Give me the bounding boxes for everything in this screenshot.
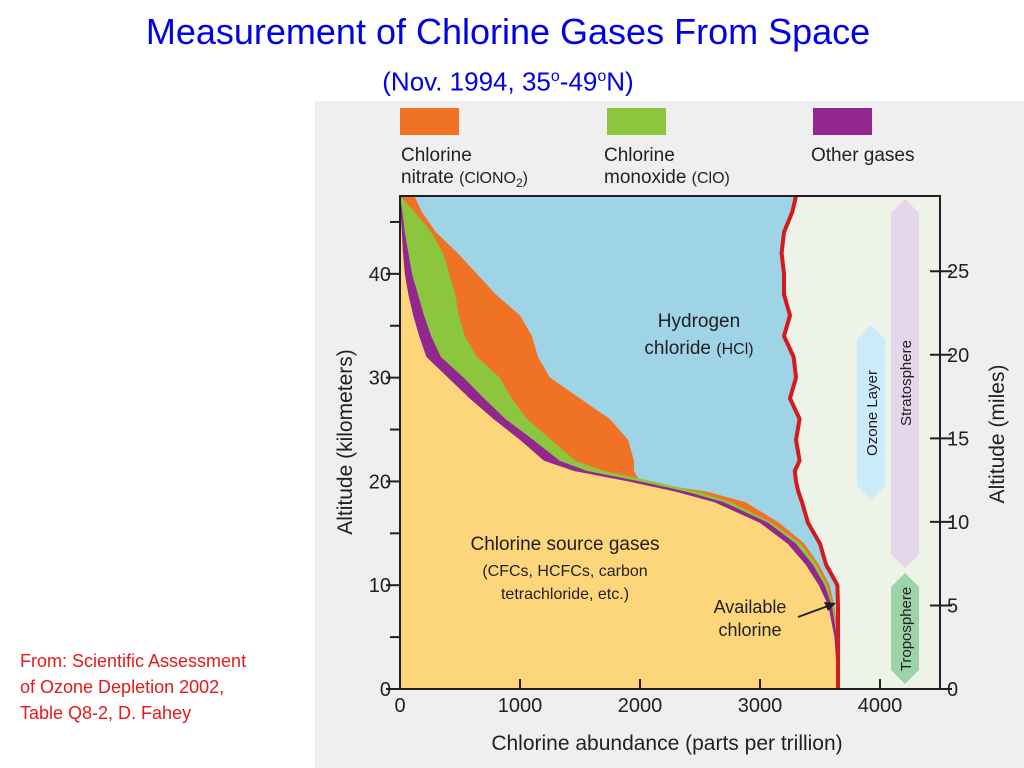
atmosphere-regions: Ozone Layer Stratosphere Troposphere [857,199,919,684]
stratosphere-label: Stratosphere [898,340,915,426]
x-tick-label: 0 [394,695,405,717]
hcl-label-word: chloride [644,338,711,359]
y-tick-label: 0 [380,679,391,701]
legend-label-chlorine-monoxide-line2: monoxide (ClO) [604,167,730,188]
legend-formula-clono2: (ClONO [459,170,516,187]
y2-tick-label: 15 [947,428,969,450]
subtitle-mid: -49 [559,66,598,97]
y2-tick-label: 0 [947,679,958,701]
available-chlorine-line [779,195,840,689]
area-chlorine-source-gases [400,196,838,689]
y2-tick-label: 20 [947,345,969,367]
hcl-label-line2: chloride (HCl) [644,338,753,359]
x-axis-label: Chlorine abundance (parts per trillion) [491,732,842,755]
legend-label-chlorine-nitrate-line1: Chlorine [401,145,472,166]
available-chlorine-arrow [797,605,829,618]
stratosphere-band [891,199,919,568]
y2-tick-label: 5 [947,595,958,617]
legend-label-chlorine-nitrate-line2: nitrate (ClONO2) [401,167,528,190]
y2-axis-label: Altitude (miles) [986,365,1009,504]
y-tick-label: 30 [369,368,391,390]
legend-label-chlorine-monoxide-word: monoxide [604,167,686,188]
y-axis-label: Altitude (kilometers) [334,349,357,535]
x-tick-label: 1000 [498,695,543,717]
slide-subtitle: (Nov. 1994, 35o-49oN) [0,60,1016,99]
source-gases-label-line3: tetrachloride, etc.) [501,586,629,603]
x-tick-label: 4000 [858,695,903,717]
y-axis-ticks: 0 10 20 30 40 [369,220,400,701]
subtitle-prefix: (Nov. 1994, 35 [382,66,551,97]
source-note: From: Scientific Assessment of Ozone Dep… [20,651,247,723]
troposphere-label: Troposphere [898,587,915,672]
x-tick-label: 2000 [618,695,663,717]
legend-swatch-chlorine-nitrate [400,108,459,135]
y-tick-label: 20 [369,471,391,493]
source-gases-label-line1: Chlorine source gases [470,534,659,555]
subtitle-degree-1: o [550,68,560,85]
x-tick-label: 3000 [738,695,783,717]
legend-formula-clo: (ClO) [692,170,730,187]
legend-swatch-chlorine-monoxide [607,108,666,135]
source-gases-label-line2: (CFCs, HCFCs, carbon [482,563,647,580]
slide-title: Measurement of Chlorine Gases From Space [145,11,871,52]
y2-axis-ticks: 0 5 10 15 20 25 [930,261,969,701]
legend-label-chlorine-monoxide-line1: Chlorine [604,145,675,166]
legend: Chlorine nitrate (ClONO2) Chlorine monox… [400,108,915,190]
legend-swatch-other-gases [813,108,872,135]
y-tick-label: 10 [369,575,391,597]
x-axis-ticks: 0 1000 2000 3000 4000 [394,679,902,717]
y2-tick-label: 25 [947,261,969,283]
troposphere-band [891,573,919,684]
available-chlorine-arrowhead [824,602,836,611]
ozone-layer-band [857,325,885,500]
plot-frame [399,195,941,690]
subtitle-suffix: N) [606,66,634,97]
ozone-layer-label: Ozone Layer [864,370,881,456]
y2-tick-label: 10 [947,512,969,534]
hcl-formula: (HCl) [716,341,753,358]
legend-formula-clono2-subscript: 2 [516,176,523,190]
hcl-label-line1: Hydrogen [658,311,740,332]
legend-label-chlorine-nitrate-word: nitrate [401,167,454,188]
legend-formula-clono2-close: ) [523,170,528,187]
available-chlorine-label-line1: Available [714,597,787,617]
available-chlorine-label-line2: chlorine [718,620,781,640]
stacked-areas [400,196,838,689]
legend-label-other-gases: Other gases [811,145,915,166]
subtitle-degree-2: o [597,68,607,85]
y-tick-label: 40 [369,264,391,286]
